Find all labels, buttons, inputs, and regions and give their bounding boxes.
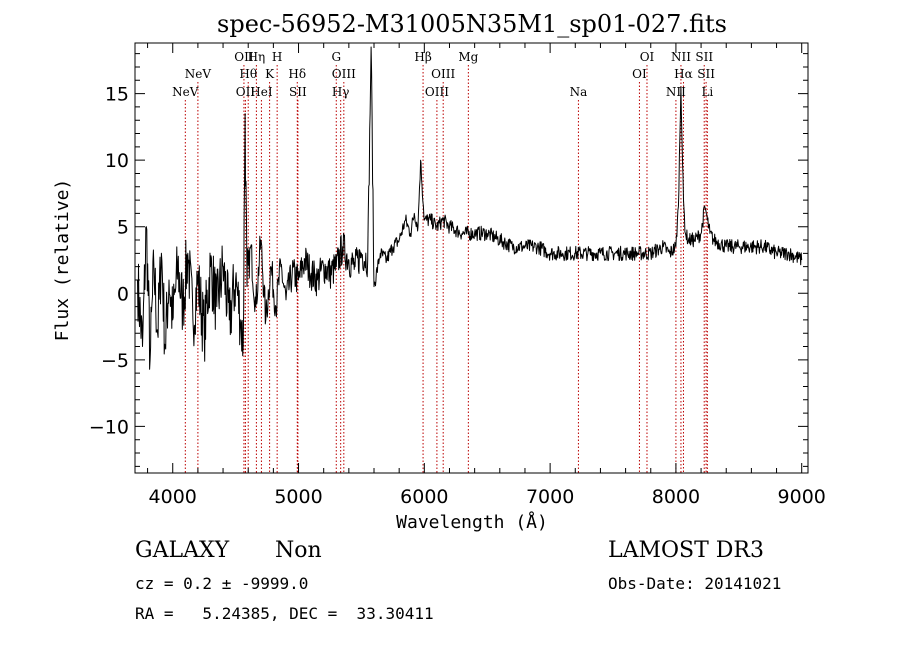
line-label: SII xyxy=(289,85,307,99)
x-tick-label: 5000 xyxy=(274,486,322,508)
x-axis-ticks: 4000 5000 6000 7000 8000 9000 xyxy=(147,43,826,508)
line-label: SII xyxy=(695,50,713,64)
line-label: K xyxy=(265,67,275,81)
redshift-cz: cz = 0.2 ± -9999.0 xyxy=(135,574,309,593)
line-label: NII xyxy=(666,85,686,99)
line-label: H xyxy=(272,50,282,64)
x-tick-label: 4000 xyxy=(149,486,197,508)
y-tick-label: 10 xyxy=(105,150,129,172)
y-tick-label: −5 xyxy=(101,350,129,372)
line-label: HeI xyxy=(250,85,273,99)
obs-date: Obs-Date: 20141021 xyxy=(608,574,782,593)
object-subclass: Non xyxy=(275,538,322,563)
line-label: Na xyxy=(570,85,588,99)
line-label: OIII xyxy=(425,85,449,99)
y-tick-label: −10 xyxy=(89,416,129,438)
line-label: OIII xyxy=(431,67,455,81)
line-label: Hβ xyxy=(414,50,431,64)
y-tick-label: 5 xyxy=(117,217,129,239)
line-label: Hγ xyxy=(332,85,350,99)
line-label: OII xyxy=(236,85,256,99)
line-label: Hδ xyxy=(288,67,306,81)
emission-line-labels: NeVNeVOIIOIIHθHηHeIKHHδSIIGOIIIHγHβOIIIO… xyxy=(172,50,715,99)
x-axis-label: Wavelength (Å) xyxy=(396,511,548,533)
plot-frame xyxy=(134,42,809,474)
y-axis-label: Flux (relative) xyxy=(52,179,73,342)
line-label: NeV xyxy=(185,67,212,81)
line-label: OIII xyxy=(332,67,356,81)
coordinates: RA = 5.24385, DEC = 33.30411 xyxy=(135,604,434,623)
survey-name: LAMOST DR3 xyxy=(608,538,764,563)
line-label: Hα xyxy=(674,67,693,81)
line-label: Li xyxy=(701,85,713,99)
line-label: OII xyxy=(234,50,254,64)
line-label: OI xyxy=(640,50,655,64)
line-label: G xyxy=(331,50,341,64)
x-tick-label: 7000 xyxy=(526,486,574,508)
line-label: OI xyxy=(632,67,647,81)
object-class: GALAXY xyxy=(135,538,230,563)
y-tick-label: 0 xyxy=(117,283,129,305)
line-label: Mg xyxy=(458,50,478,64)
chart-title: spec-56952-M31005N35M1_sp01-027.fits xyxy=(217,10,727,38)
x-tick-label: 8000 xyxy=(652,486,700,508)
y-tick-label: 15 xyxy=(105,84,129,106)
line-label: NeV xyxy=(172,85,199,99)
emission-line-markers xyxy=(184,65,708,473)
y-axis-ticks: −10 −5 0 5 10 15 xyxy=(89,53,808,467)
line-label: Hη xyxy=(248,50,266,64)
line-label: NII xyxy=(671,50,691,64)
x-tick-label: 9000 xyxy=(778,486,826,508)
spectrum-line xyxy=(137,46,803,370)
line-label: Hθ xyxy=(239,67,257,81)
line-label: SII xyxy=(697,67,715,81)
x-tick-label: 6000 xyxy=(400,486,448,508)
